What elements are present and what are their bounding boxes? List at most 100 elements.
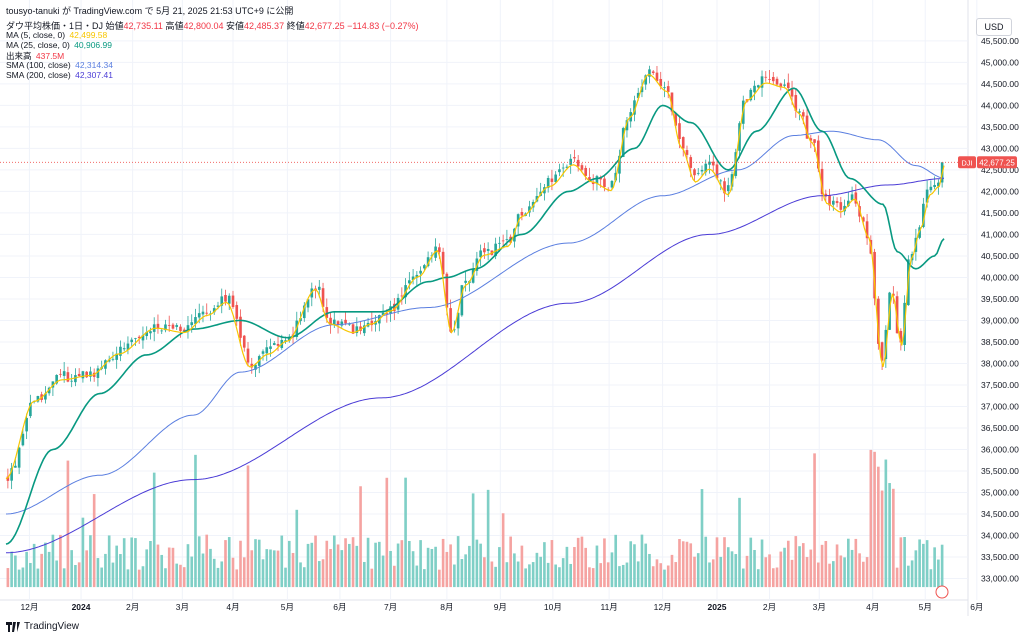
candle-body[interactable] [51, 381, 55, 388]
candle-body[interactable] [81, 371, 85, 379]
candle-body[interactable] [246, 348, 250, 363]
candle-body[interactable] [55, 374, 58, 384]
candle-body[interactable] [332, 319, 336, 325]
candle-body[interactable] [801, 112, 805, 117]
candle-body[interactable] [929, 186, 933, 191]
candle-body[interactable] [779, 83, 783, 88]
candle-body[interactable] [17, 447, 21, 468]
candle-body[interactable] [224, 295, 227, 302]
candle-body[interactable] [820, 168, 824, 195]
candle-body[interactable] [347, 323, 351, 325]
candle-body[interactable] [681, 137, 685, 149]
candle-body[interactable] [816, 140, 820, 169]
candle-body[interactable] [179, 326, 182, 331]
candle-body[interactable] [164, 324, 167, 331]
candle-body[interactable] [610, 180, 614, 188]
candle-body[interactable] [231, 295, 235, 308]
candle-body[interactable] [96, 368, 100, 379]
candle-body[interactable] [850, 194, 854, 201]
candle-body[interactable] [44, 393, 47, 400]
candle-body[interactable] [828, 195, 831, 206]
candle-body[interactable] [520, 212, 524, 216]
candle-body[interactable] [167, 325, 171, 326]
candle-body[interactable] [254, 364, 257, 370]
candle-body[interactable] [854, 192, 858, 204]
candle-body[interactable] [786, 82, 790, 89]
candle-body[interactable] [426, 257, 430, 267]
candle-body[interactable] [122, 348, 126, 350]
candle-body[interactable] [336, 321, 340, 325]
candle-body[interactable] [651, 71, 655, 73]
candle-body[interactable] [227, 295, 231, 304]
candle-body[interactable] [119, 346, 122, 356]
candle-body[interactable] [494, 243, 497, 257]
candle-body[interactable] [659, 78, 663, 87]
candle-body[interactable] [74, 375, 77, 383]
candle-body[interactable] [419, 270, 422, 274]
candle-body[interactable] [25, 417, 28, 432]
candle-body[interactable] [89, 371, 92, 377]
candle-body[interactable] [505, 239, 509, 240]
candle-body[interactable] [771, 76, 775, 82]
candle-body[interactable] [70, 380, 73, 382]
candle-body[interactable] [14, 465, 17, 468]
candle-body[interactable] [937, 182, 940, 187]
candle-body[interactable] [145, 331, 149, 337]
candle-body[interactable] [573, 157, 576, 159]
candle-body[interactable] [423, 265, 426, 269]
candle-body[interactable] [265, 347, 269, 354]
candle-body[interactable] [370, 320, 374, 326]
candle-body[interactable] [381, 312, 385, 316]
candle-body[interactable] [190, 322, 194, 326]
candle-body[interactable] [212, 308, 216, 313]
candle-body[interactable] [715, 164, 719, 179]
candle-body[interactable] [674, 113, 678, 126]
candle-body[interactable] [460, 285, 464, 316]
candle-body[interactable] [809, 138, 813, 141]
candle-body[interactable] [561, 167, 565, 169]
candle-body[interactable] [693, 169, 696, 176]
candle-body[interactable] [546, 177, 550, 188]
candle-body[interactable] [591, 182, 595, 185]
candle-body[interactable] [29, 402, 32, 417]
candle-body[interactable] [554, 174, 557, 183]
candle-body[interactable] [411, 276, 415, 280]
candle-body[interactable] [588, 177, 591, 182]
candle-body[interactable] [580, 165, 584, 170]
candle-body[interactable] [576, 159, 580, 167]
candle-body[interactable] [730, 174, 734, 187]
candle-body[interactable] [899, 330, 903, 343]
candle-body[interactable] [269, 346, 272, 349]
candle-body[interactable] [753, 85, 756, 93]
candle-body[interactable] [276, 344, 280, 346]
candle-body[interactable] [272, 343, 276, 345]
candle-body[interactable] [832, 200, 835, 205]
candle-body[interactable] [355, 326, 359, 333]
candle-body[interactable] [783, 84, 786, 86]
candle-body[interactable] [877, 298, 880, 344]
candle-body[interactable] [550, 178, 554, 182]
candle-body[interactable] [197, 313, 201, 318]
indicator-ma5[interactable]: MA (5, close, 0) 42,499.58 [6, 30, 107, 40]
candle-body[interactable] [640, 86, 644, 93]
candle-body[interactable] [194, 317, 197, 324]
candle-body[interactable] [47, 387, 51, 394]
candle-body[interactable] [805, 115, 809, 139]
candle-body[interactable] [749, 89, 753, 101]
candle-body[interactable] [201, 311, 205, 315]
candle-body[interactable] [644, 75, 648, 85]
candle-body[interactable] [302, 305, 306, 319]
candle-body[interactable] [670, 92, 674, 112]
candle-body[interactable] [261, 351, 265, 354]
candle-body[interactable] [696, 172, 700, 174]
candle-body[interactable] [892, 293, 895, 296]
candle-body[interactable] [344, 319, 347, 324]
candle-body[interactable] [813, 139, 816, 143]
candle-body[interactable] [220, 296, 224, 306]
candle-body[interactable] [479, 250, 482, 258]
candle-body[interactable] [569, 158, 572, 165]
candle-body[interactable] [847, 200, 850, 207]
candle-body[interactable] [895, 296, 899, 334]
candle-body[interactable] [685, 150, 689, 155]
